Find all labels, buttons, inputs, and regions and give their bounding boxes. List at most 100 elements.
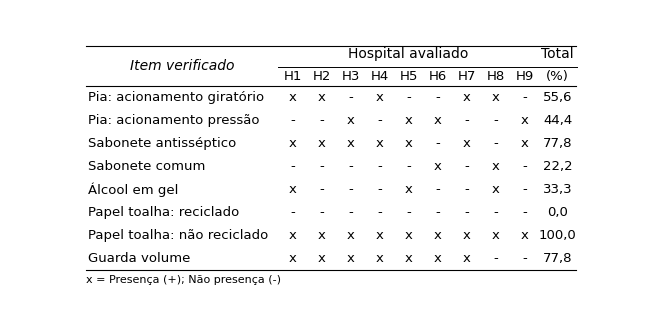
Text: -: - [464, 206, 469, 219]
Text: Total: Total [541, 47, 574, 61]
Text: Sabonete comum: Sabonete comum [88, 160, 206, 173]
Text: Álcool em gel: Álcool em gel [88, 182, 179, 197]
Text: H6: H6 [428, 70, 446, 83]
Text: x: x [491, 91, 499, 104]
Text: x: x [346, 229, 355, 242]
Text: x: x [433, 160, 441, 173]
Text: -: - [290, 160, 295, 173]
Text: -: - [377, 183, 382, 196]
Text: -: - [493, 206, 498, 219]
Text: -: - [435, 91, 440, 104]
Text: 33,3: 33,3 [543, 183, 573, 196]
Text: -: - [406, 91, 411, 104]
Text: x: x [433, 252, 441, 265]
Text: 77,8: 77,8 [543, 137, 573, 150]
Text: H1: H1 [283, 70, 302, 83]
Text: -: - [319, 160, 324, 173]
Text: -: - [522, 91, 527, 104]
Text: (%): (%) [546, 70, 569, 83]
Text: -: - [290, 206, 295, 219]
Text: -: - [464, 114, 469, 127]
Text: -: - [522, 206, 527, 219]
Text: x: x [521, 137, 528, 150]
Text: x: x [433, 114, 441, 127]
Text: -: - [319, 114, 324, 127]
Text: -: - [406, 160, 411, 173]
Text: x: x [375, 252, 384, 265]
Text: -: - [435, 137, 440, 150]
Text: 77,8: 77,8 [543, 252, 573, 265]
Text: -: - [435, 183, 440, 196]
Text: -: - [290, 114, 295, 127]
Text: x: x [404, 114, 413, 127]
Text: -: - [464, 160, 469, 173]
Text: x: x [317, 229, 326, 242]
Text: Hospital avaliado: Hospital avaliado [348, 47, 469, 61]
Text: x: x [521, 114, 528, 127]
Text: x: x [375, 229, 384, 242]
Text: x: x [375, 137, 384, 150]
Text: x: x [404, 137, 413, 150]
Text: x: x [288, 91, 297, 104]
Text: -: - [522, 183, 527, 196]
Text: Pia: acionamento pressão: Pia: acionamento pressão [88, 114, 260, 127]
Text: x = Presença (+); Não presença (-): x = Presença (+); Não presença (-) [86, 275, 281, 285]
Text: Sabonete antisséptico: Sabonete antisséptico [88, 137, 236, 150]
Text: H4: H4 [370, 70, 389, 83]
Text: Papel toalha: reciclado: Papel toalha: reciclado [88, 206, 239, 219]
Text: -: - [493, 114, 498, 127]
Text: x: x [346, 252, 355, 265]
Text: 0,0: 0,0 [548, 206, 568, 219]
Text: x: x [317, 91, 326, 104]
Text: H9: H9 [515, 70, 533, 83]
Text: -: - [522, 160, 527, 173]
Text: x: x [317, 252, 326, 265]
Text: -: - [493, 252, 498, 265]
Text: x: x [288, 229, 297, 242]
Text: Papel toalha: não reciclado: Papel toalha: não reciclado [88, 229, 268, 242]
Text: -: - [377, 114, 382, 127]
Text: -: - [377, 160, 382, 173]
Text: H2: H2 [312, 70, 331, 83]
Text: Pia: acionamento giratório: Pia: acionamento giratório [88, 91, 264, 104]
Text: x: x [375, 91, 384, 104]
Text: Item verificado: Item verificado [130, 59, 234, 73]
Text: x: x [404, 183, 413, 196]
Text: -: - [319, 206, 324, 219]
Text: -: - [348, 206, 353, 219]
Text: x: x [491, 229, 499, 242]
Text: x: x [491, 183, 499, 196]
Text: x: x [288, 252, 297, 265]
Text: 44,4: 44,4 [543, 114, 572, 127]
Text: -: - [406, 206, 411, 219]
Text: 55,6: 55,6 [543, 91, 573, 104]
Text: -: - [522, 252, 527, 265]
Text: x: x [491, 160, 499, 173]
Text: -: - [377, 206, 382, 219]
Text: H8: H8 [486, 70, 504, 83]
Text: x: x [288, 137, 297, 150]
Text: -: - [493, 137, 498, 150]
Text: -: - [348, 160, 353, 173]
Text: -: - [319, 183, 324, 196]
Text: x: x [521, 229, 528, 242]
Text: x: x [288, 183, 297, 196]
Text: x: x [462, 91, 470, 104]
Text: 100,0: 100,0 [539, 229, 577, 242]
Text: x: x [462, 252, 470, 265]
Text: H3: H3 [341, 70, 360, 83]
Text: x: x [346, 114, 355, 127]
Text: Guarda volume: Guarda volume [88, 252, 190, 265]
Text: x: x [404, 229, 413, 242]
Text: -: - [348, 183, 353, 196]
Text: x: x [404, 252, 413, 265]
Text: -: - [348, 91, 353, 104]
Text: -: - [435, 206, 440, 219]
Text: H5: H5 [399, 70, 418, 83]
Text: x: x [462, 137, 470, 150]
Text: x: x [433, 229, 441, 242]
Text: 22,2: 22,2 [543, 160, 573, 173]
Text: x: x [317, 137, 326, 150]
Text: x: x [462, 229, 470, 242]
Text: -: - [464, 183, 469, 196]
